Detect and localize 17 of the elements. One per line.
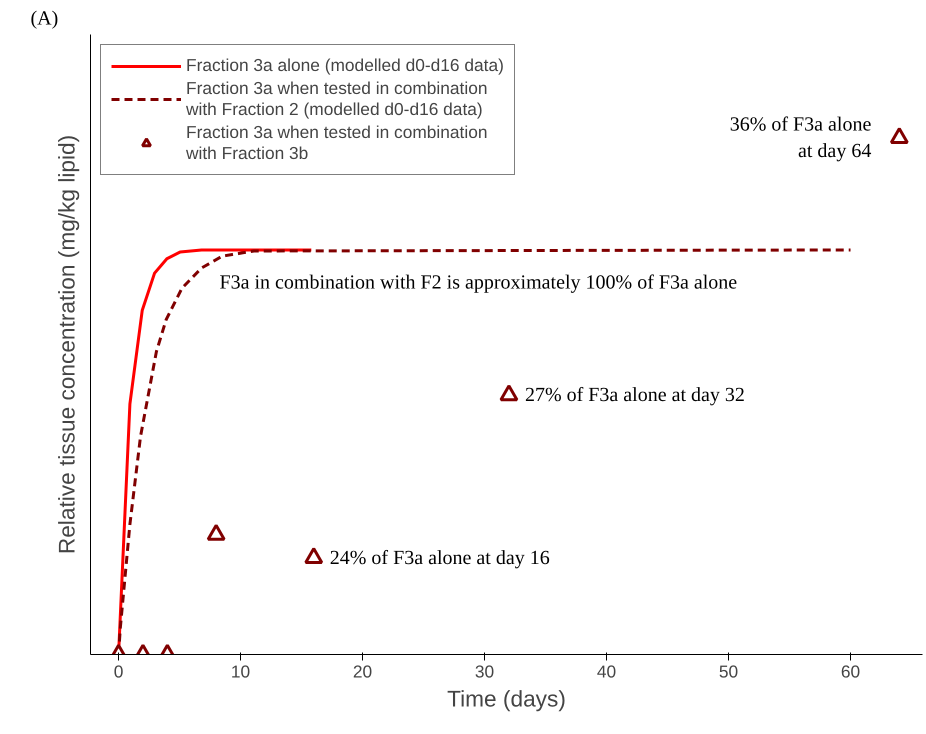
annotation: 27% of F3a alone at day 32 [524, 384, 745, 406]
annotation: 36% of F3a alone at day 64 [730, 114, 872, 162]
text: (A) [30, 8, 58, 30]
x-axis-title: Time (days) [447, 686, 566, 712]
x-tick-label: 40 [596, 662, 616, 682]
legend-label: Fraction 3a alone (modelled d0-d16 data) [186, 55, 504, 76]
x-tick-label: 20 [352, 662, 372, 682]
x-tick-label: 0 [114, 662, 124, 682]
x-tick-label: 30 [474, 662, 494, 682]
legend-label: Fraction 3a when tested in combination with Fraction 3b [186, 122, 488, 164]
x-tick-label: 50 [718, 662, 738, 682]
annotation: 24% of F3a alone at day 16 [330, 546, 550, 569]
x-tick-label: 10 [230, 662, 250, 682]
legend-label: Fraction 3a when tested in combination with Fraction 2 (modelled d0-d16 data) [186, 78, 488, 120]
y-axis-title: Relative tissue concentration (mg/kg lipid) [54, 134, 80, 554]
annotation: F3a in combination with F2 is approximately 100% of F3a alone [219, 272, 738, 294]
x-tick-label: 60 [840, 662, 860, 682]
